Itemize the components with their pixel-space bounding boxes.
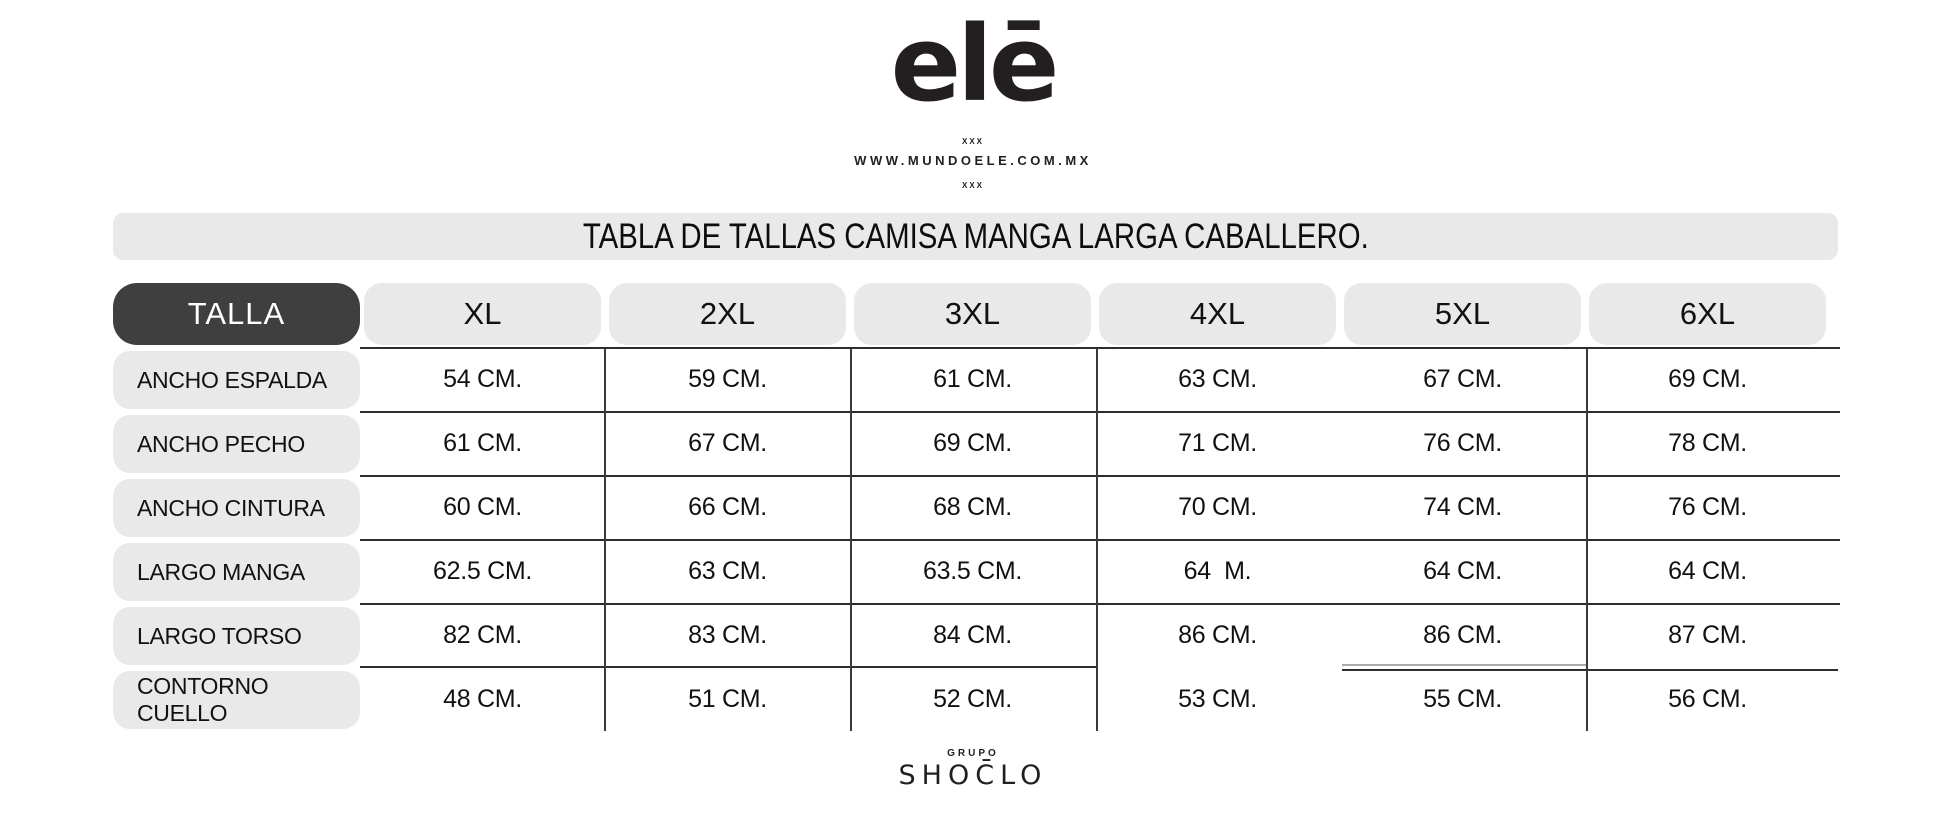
size-value-cell: 82 CM. <box>443 621 522 649</box>
size-value-cell: 70 CM. <box>1178 493 1257 521</box>
size-value-cell: 83 CM. <box>688 621 767 649</box>
size-value-cell: 53 CM. <box>1178 685 1257 713</box>
table-horizontal-line <box>360 411 1840 413</box>
size-value-cell: 54 CM. <box>443 365 522 393</box>
size-value-cell: 76 CM. <box>1668 493 1747 521</box>
size-value-cell: 68 CM. <box>933 493 1012 521</box>
size-value-cell: 64 CM. <box>1668 557 1747 585</box>
size-value-cell: 63 CM. <box>1178 365 1257 393</box>
column-header-xl: XL <box>364 283 601 345</box>
size-value-cell: 63.5 CM. <box>922 557 1023 585</box>
row-label-ancho-espalda: ANCHO ESPALDA <box>113 351 360 409</box>
corner-header-talla: TALLA <box>113 283 360 345</box>
row-label-ancho-cintura: ANCHO CINTURA <box>113 479 360 537</box>
size-value-cell: 56 CM. <box>1668 685 1747 713</box>
size-value-cell: 69 CM. <box>933 429 1012 457</box>
size-value-cell: 78 CM. <box>1668 429 1747 457</box>
size-value-cell: 52 CM. <box>933 685 1012 713</box>
size-value-cell: 63 CM. <box>688 557 767 585</box>
size-value-cell: 55 CM. <box>1423 685 1502 713</box>
table-vertical-line <box>1586 348 1588 731</box>
table-horizontal-line <box>360 603 1840 605</box>
brand-divider-bottom: XXX <box>961 181 984 190</box>
title-bar: TABLA DE TALLAS CAMISA MANGA LARGA CABAL… <box>113 213 1838 260</box>
footer-group-logo: SHOC̄LO <box>898 760 1048 791</box>
table-horizontal-line-faint <box>1342 664 1588 666</box>
size-value-cell: 67 CM. <box>1423 365 1502 393</box>
size-value-cell: 66 CM. <box>688 493 767 521</box>
table-horizontal-line <box>360 539 1840 541</box>
column-header-2xl: 2XL <box>609 283 846 345</box>
size-value-cell: 74 CM. <box>1423 493 1502 521</box>
size-value-cell: 87 CM. <box>1668 621 1747 649</box>
table-horizontal-line <box>360 666 1098 668</box>
brand-website-url: WWW.MUNDOELE.COM.MX <box>854 153 1092 168</box>
size-value-cell: 59 CM. <box>688 365 767 393</box>
size-value-cell: 76 CM. <box>1423 429 1502 457</box>
size-value-cell: 64 CM. <box>1423 557 1502 585</box>
table-vertical-line <box>850 348 852 731</box>
table-horizontal-line <box>360 347 1840 349</box>
column-header-3xl: 3XL <box>854 283 1091 345</box>
size-value-cell: 48 CM. <box>443 685 522 713</box>
size-value-cell: 86 CM. <box>1178 621 1257 649</box>
row-label-contorno-cuello: CONTORNO CUELLO <box>113 671 360 729</box>
row-label-largo-manga: LARGO MANGA <box>113 543 360 601</box>
size-value-cell: 64 M. <box>1183 557 1252 585</box>
size-value-cell: 60 CM. <box>443 493 522 521</box>
table-horizontal-line <box>360 475 1840 477</box>
size-value-cell: 71 CM. <box>1178 429 1257 457</box>
column-header-5xl: 5XL <box>1344 283 1581 345</box>
size-value-cell: 61 CM. <box>933 365 1012 393</box>
size-value-cell: 86 CM. <box>1423 621 1502 649</box>
size-value-cell: 69 CM. <box>1668 365 1747 393</box>
row-label-ancho-pecho: ANCHO PECHO <box>113 415 360 473</box>
size-value-cell: 62.5 CM. <box>432 557 533 585</box>
brand-logo: elē <box>890 3 1060 125</box>
table-vertical-line <box>1096 348 1098 731</box>
size-value-cell: 61 CM. <box>443 429 522 457</box>
column-header-4xl: 4XL <box>1099 283 1336 345</box>
page-title: TABLA DE TALLAS CAMISA MANGA LARGA CABAL… <box>582 216 1369 256</box>
size-value-cell: 84 CM. <box>933 621 1012 649</box>
table-vertical-line <box>604 348 606 731</box>
table-horizontal-line <box>1342 669 1838 671</box>
footer-group-label: GRUPO <box>947 748 999 759</box>
brand-divider-top: XXX <box>961 137 984 146</box>
row-label-largo-torso: LARGO TORSO <box>113 607 360 665</box>
column-header-6xl: 6XL <box>1589 283 1826 345</box>
size-value-cell: 67 CM. <box>688 429 767 457</box>
size-value-cell: 51 CM. <box>688 685 767 713</box>
